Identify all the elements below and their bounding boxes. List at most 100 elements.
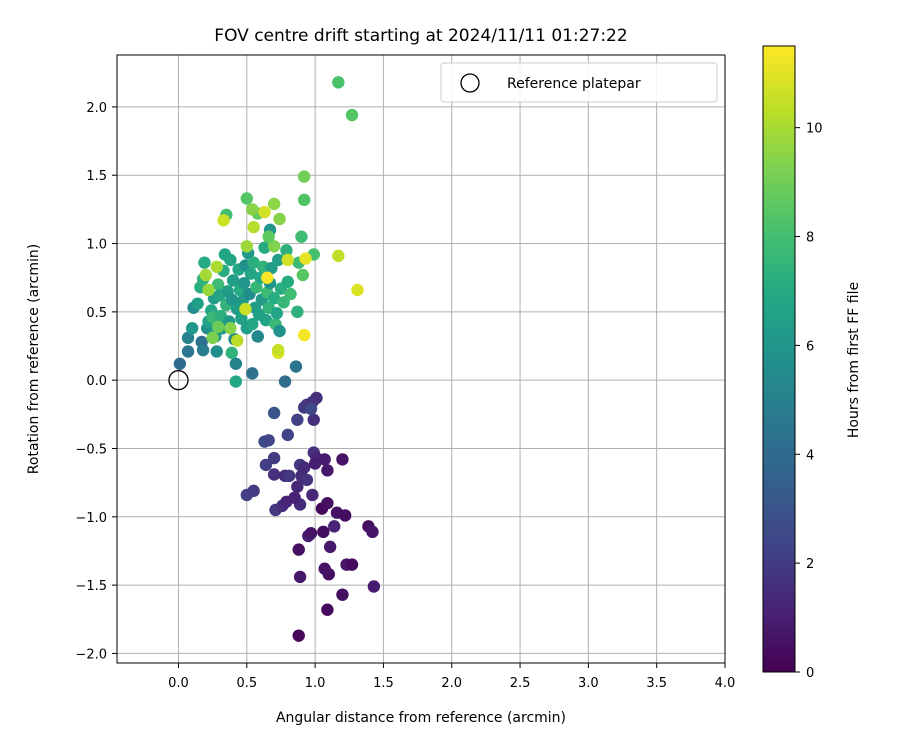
colorbar-gradient <box>762 45 796 673</box>
legend-entry-reference: Reference platepar <box>507 76 641 92</box>
data-point <box>211 278 225 291</box>
data-point <box>297 193 311 207</box>
plot-frame <box>116 54 726 664</box>
data-point <box>296 268 310 282</box>
data-point <box>336 453 349 466</box>
data-point <box>332 76 345 89</box>
data-point <box>235 312 248 325</box>
y-tick-label: 1.0 <box>86 238 107 253</box>
data-point <box>239 302 252 316</box>
legend-box <box>440 62 718 103</box>
data-point <box>250 281 263 294</box>
data-point <box>310 391 323 405</box>
data-point <box>173 357 187 370</box>
colorbar-tick-label: 2 <box>806 557 814 572</box>
data-point <box>336 588 349 601</box>
data-point <box>288 491 301 504</box>
data-point <box>231 334 244 347</box>
data-point <box>240 240 253 253</box>
data-point <box>308 457 322 470</box>
reference-marker-group <box>168 370 189 391</box>
data-point <box>244 267 258 280</box>
data-point <box>270 307 284 320</box>
data-point <box>323 540 337 554</box>
data-point <box>210 345 223 358</box>
data-point <box>321 464 334 477</box>
data-point <box>251 330 264 343</box>
scatter-points <box>173 76 381 642</box>
data-point <box>267 406 281 420</box>
y-axis-ticks: −2.0 −1.5 −1.0 −0.5 0.0 0.5 1.0 1.5 2.0 <box>75 101 117 662</box>
data-point <box>317 525 330 539</box>
y-tick-label: 0.5 <box>86 306 107 321</box>
y-tick-label: −1.0 <box>75 511 107 526</box>
y-tick-label: −1.5 <box>75 579 107 594</box>
data-point <box>273 212 286 226</box>
data-point <box>267 197 281 211</box>
x-tick-label: 2.0 <box>441 676 462 691</box>
y-tick-label: −2.0 <box>75 647 107 662</box>
data-point <box>185 322 199 335</box>
x-axis-ticks: 0.0 0.5 1.0 1.5 2.0 2.5 3.0 3.5 4.0 <box>168 663 735 691</box>
data-point <box>318 562 331 575</box>
data-point <box>229 357 243 370</box>
data-point <box>307 413 320 426</box>
data-point <box>291 480 304 493</box>
y-tick-label: −0.5 <box>75 442 107 457</box>
data-point <box>202 283 215 297</box>
data-point <box>278 375 292 388</box>
data-point <box>332 249 345 263</box>
legend: Reference platepar <box>440 62 718 103</box>
data-point <box>338 509 352 522</box>
colorbar-tick-label: 6 <box>806 339 814 354</box>
data-point <box>280 244 293 257</box>
chart-title: FOV centre drift starting at 2024/11/11 … <box>214 26 627 46</box>
y-axis-label: Rotation from reference (arcmin) <box>26 244 42 474</box>
x-tick-label: 3.5 <box>646 676 667 691</box>
data-point <box>277 296 290 309</box>
y-tick-label: 0.0 <box>86 374 107 389</box>
reference-platepar-marker <box>168 370 189 391</box>
data-point <box>191 297 204 310</box>
data-point <box>224 253 237 267</box>
data-point <box>225 293 238 306</box>
data-point <box>299 252 312 265</box>
x-tick-label: 1.0 <box>305 676 326 691</box>
data-point <box>304 527 318 540</box>
data-point <box>272 343 285 357</box>
legend-marker-icon <box>460 73 480 93</box>
data-point <box>281 275 294 289</box>
data-point <box>240 192 253 205</box>
data-point <box>259 313 273 327</box>
data-point <box>297 170 311 183</box>
data-point <box>295 230 308 243</box>
data-point <box>292 543 305 556</box>
data-point <box>225 346 238 360</box>
data-point <box>198 256 211 269</box>
colorbar: 0 2 4 6 8 10 Hours from first FF file <box>762 45 862 681</box>
y-tick-label: 2.0 <box>86 101 107 116</box>
x-tick-label: 1.5 <box>373 676 394 691</box>
data-point <box>210 260 223 273</box>
data-point <box>229 375 243 388</box>
data-point <box>284 287 297 301</box>
x-axis-label: Angular distance from reference (arcmin) <box>276 710 566 726</box>
data-point <box>199 268 213 282</box>
data-point <box>297 461 311 474</box>
data-point <box>267 240 281 253</box>
data-point <box>226 274 240 287</box>
colorbar-tick-label: 4 <box>806 448 814 463</box>
data-point <box>282 469 296 483</box>
data-point <box>265 261 278 275</box>
data-point <box>224 322 237 335</box>
data-point <box>258 205 271 219</box>
x-tick-label: 4.0 <box>715 676 736 691</box>
data-point <box>246 317 259 331</box>
data-point <box>206 331 219 345</box>
data-point <box>318 453 331 466</box>
data-point <box>272 253 285 267</box>
data-point <box>267 292 281 305</box>
data-point <box>181 331 195 345</box>
data-point <box>273 324 286 338</box>
